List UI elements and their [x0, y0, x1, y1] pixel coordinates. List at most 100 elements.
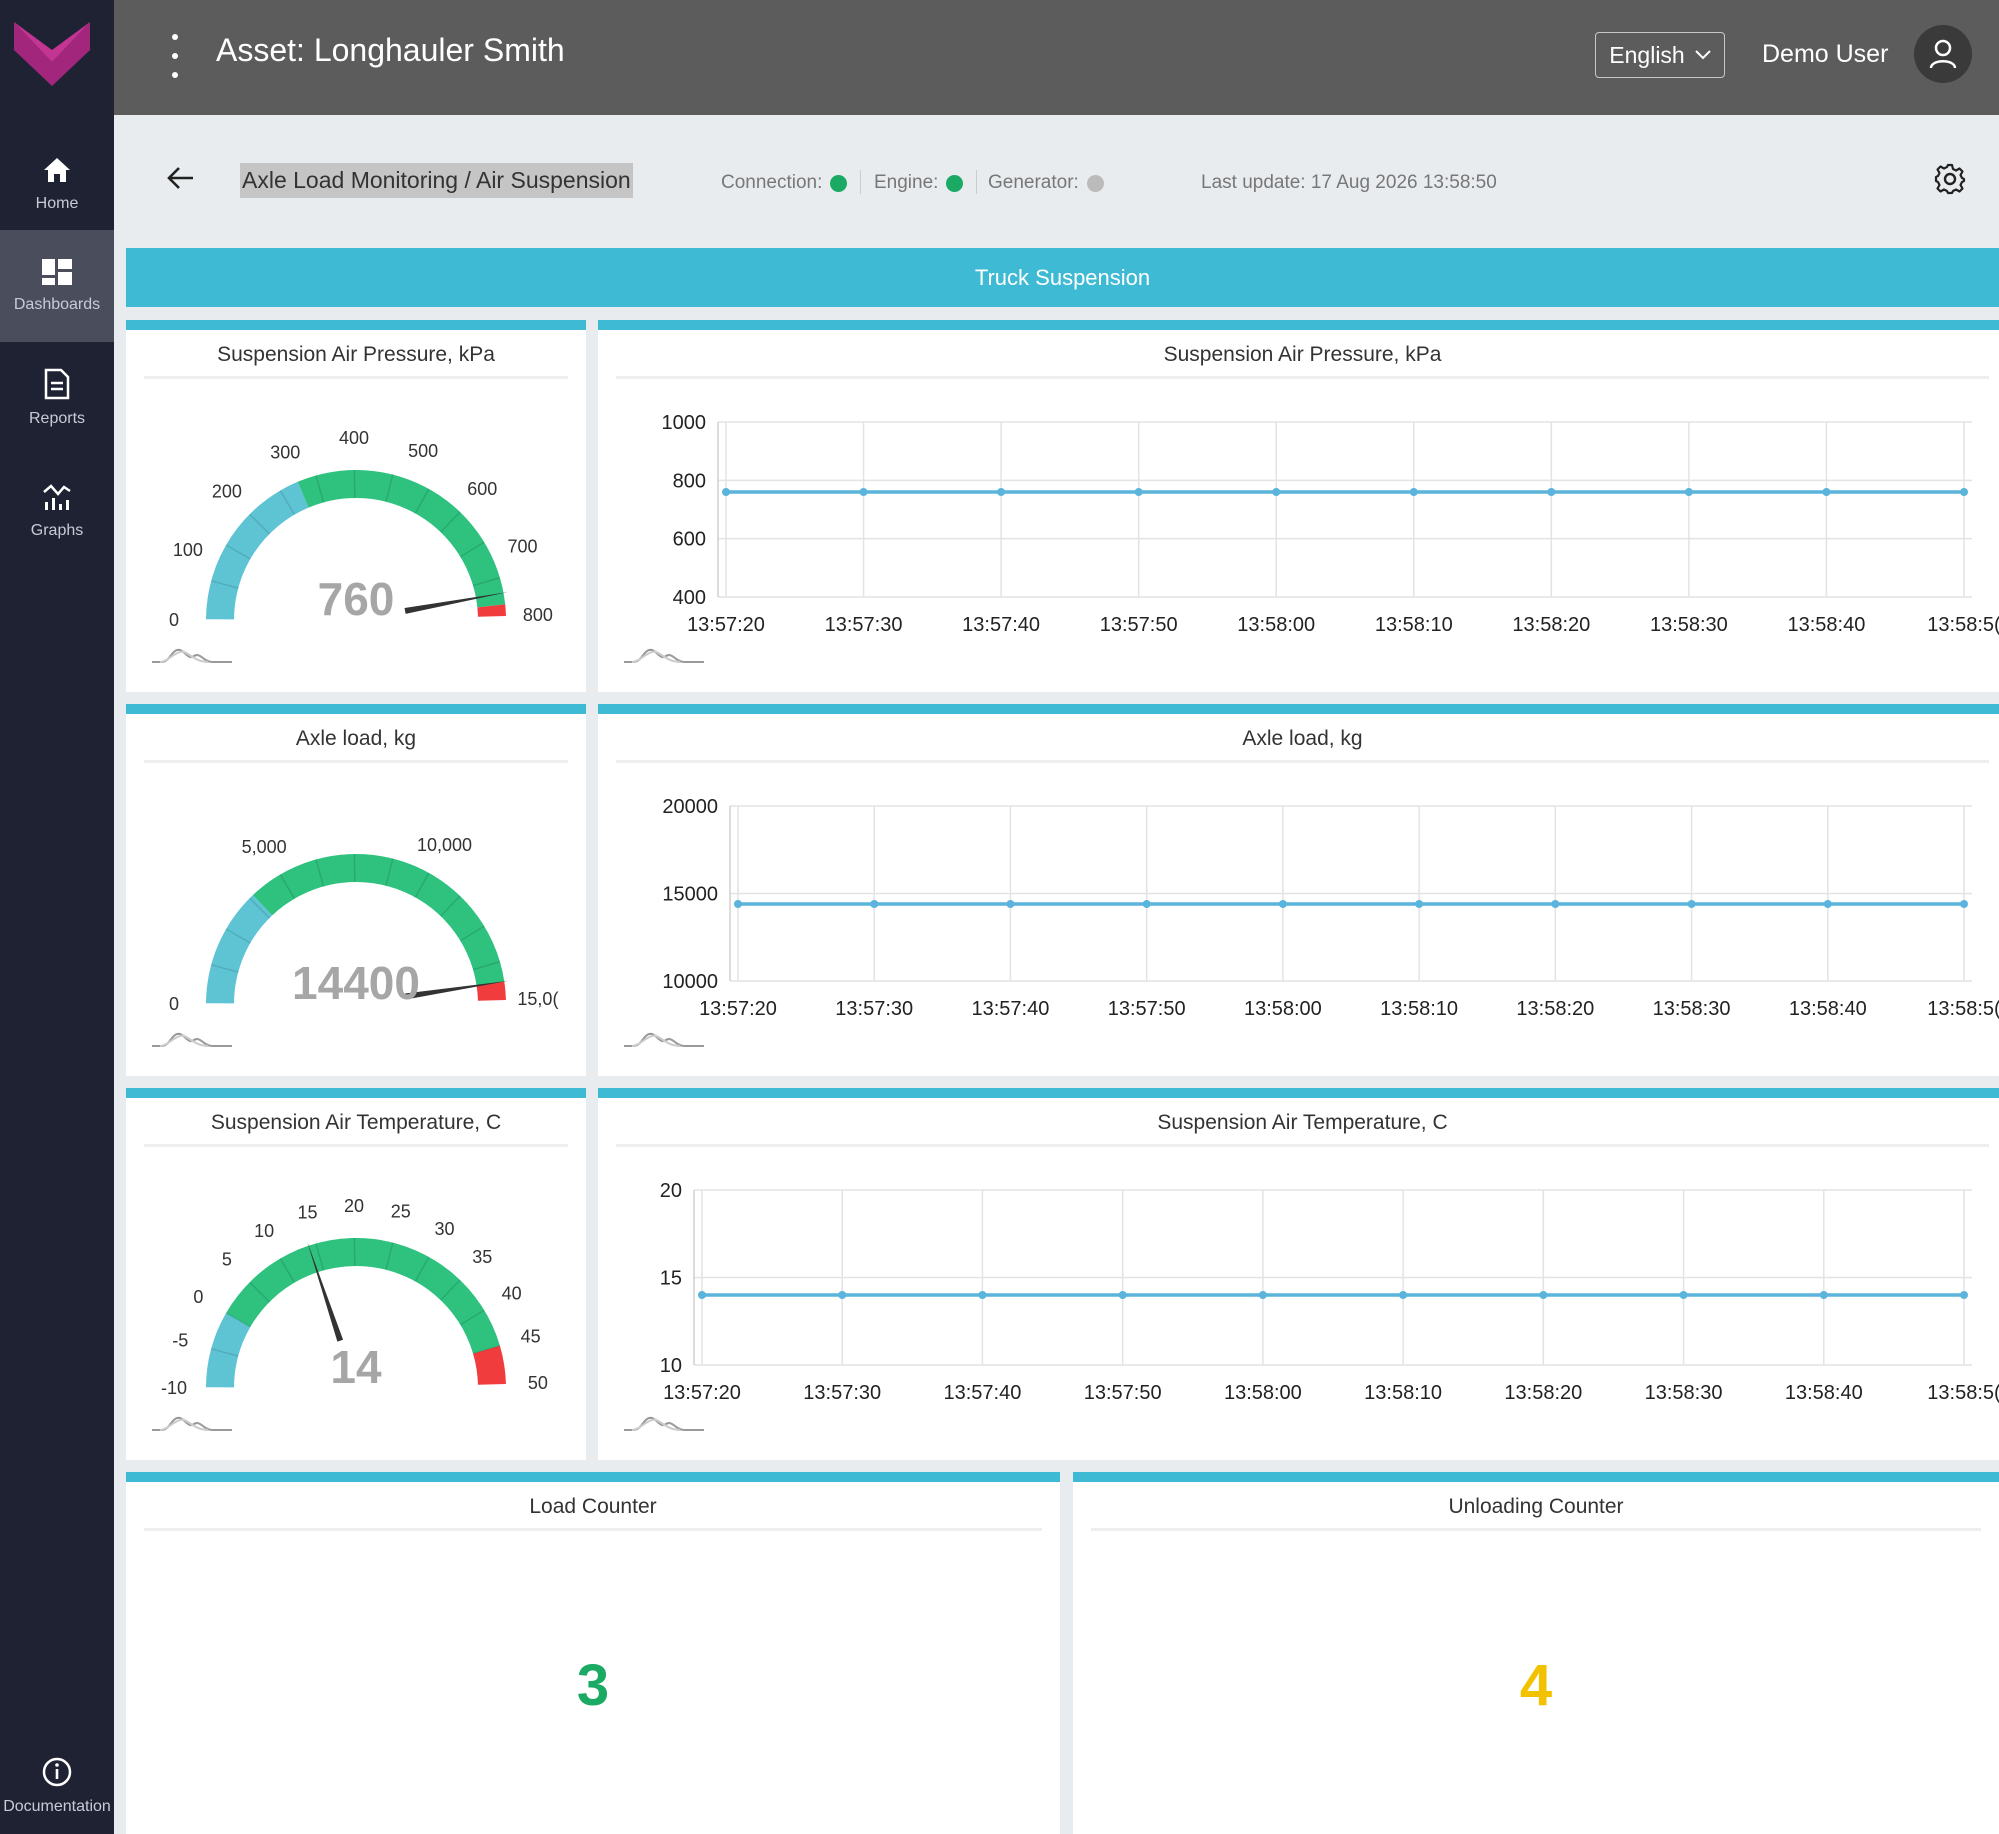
data-point[interactable] [698, 1291, 706, 1299]
data-point[interactable] [1134, 488, 1143, 496]
engine-status: Engine: [874, 172, 964, 194]
data-point[interactable] [997, 488, 1006, 496]
sidebar-item-reports[interactable]: Reports [0, 342, 114, 454]
gauge-tick-label: 500 [408, 441, 438, 461]
gauge-divider [279, 490, 296, 516]
gauge-divider [249, 513, 271, 535]
panel-title: Axle load, kg [144, 722, 568, 763]
data-point[interactable] [722, 488, 730, 496]
sidebar-item-label: Documentation [3, 1798, 111, 1815]
panel-title-text: Load Counter [529, 1495, 657, 1518]
data-point[interactable] [1547, 488, 1556, 496]
gauge-divider [315, 1243, 325, 1271]
gauge-panel: Suspension Air Temperature, C -10 -5 0 5 10 1… [126, 1088, 586, 1460]
data-point[interactable] [978, 1291, 987, 1299]
chart-type-icon[interactable] [624, 648, 704, 663]
sidebar: Home Dashboards Reports Graphs Documenta… [0, 0, 114, 1834]
x-tick-label: 13:58:30 [1653, 998, 1731, 1020]
language-select[interactable]: English [1595, 32, 1725, 78]
data-point[interactable] [734, 900, 742, 908]
gauge-needle [404, 591, 509, 614]
kebab-menu-icon[interactable] [171, 34, 179, 78]
x-tick-label: 13:58:40 [1788, 614, 1866, 636]
divider [976, 170, 977, 194]
sidebar-item-graphs[interactable]: Graphs [0, 455, 114, 567]
data-point[interactable] [1960, 900, 1968, 908]
gauge-band [206, 894, 273, 1004]
back-arrow-icon[interactable] [166, 163, 196, 193]
y-tick-label: 10000 [662, 971, 718, 993]
data-point[interactable] [1823, 900, 1832, 908]
gauge-divider [414, 872, 430, 898]
last-update-text: Last update: 17 Aug 2026 13:58:50 [1201, 172, 1497, 193]
home-icon [44, 158, 70, 182]
chart-type-icon[interactable] [152, 1416, 232, 1431]
y-tick-label: 400 [673, 587, 706, 609]
data-point[interactable] [1687, 900, 1696, 908]
gauge-panel: Axle load, kg 0 5,000 10,000 15,0(14400 [126, 704, 586, 1076]
sidebar-item-label: Graphs [30, 522, 84, 539]
gauge-divider [315, 859, 325, 887]
gauge-tick-label: 200 [212, 482, 242, 502]
user-icon [1929, 39, 1957, 69]
gauge-tick-label: 35 [472, 1247, 492, 1267]
panel-title-text: Axle load, kg [295, 727, 417, 750]
gauge-divider [440, 1279, 461, 1301]
breadcrumb[interactable]: Axle Load Monitoring / Air Suspension [240, 163, 633, 198]
data-point[interactable] [1142, 900, 1151, 908]
chart-type-icon[interactable] [624, 1416, 704, 1431]
y-tick-label: 10 [660, 1355, 682, 1377]
data-point[interactable] [870, 900, 879, 908]
gauge-divider [472, 1345, 501, 1355]
data-point[interactable] [1399, 1291, 1408, 1299]
data-point[interactable] [1118, 1291, 1127, 1299]
data-point[interactable] [1551, 900, 1560, 908]
temperature-gauge: -10 -5 05 10 15 20 25 30 35 40 45 50 14 [152, 1196, 548, 1431]
gauge-tick-label: 100 [173, 540, 203, 560]
data-point[interactable] [1819, 1291, 1828, 1299]
chart-type-icon[interactable] [152, 1032, 232, 1047]
data-point[interactable] [1415, 900, 1424, 908]
brand-logo[interactable] [0, 0, 114, 115]
chart-type-icon[interactable] [624, 1032, 704, 1047]
data-point[interactable] [1272, 488, 1281, 496]
counter-panel: Unloading Counter 4 [1073, 1472, 1999, 1834]
data-point[interactable] [1258, 1291, 1267, 1299]
gauge-band [477, 604, 506, 617]
x-tick-label: 13:57:50 [1108, 998, 1186, 1020]
data-point[interactable] [1960, 1291, 1968, 1299]
panel-title: Unloading Counter [1091, 1490, 1981, 1531]
gauge-tick-label: -5 [172, 1330, 188, 1350]
data-point[interactable] [1684, 488, 1693, 496]
data-point[interactable] [1006, 900, 1015, 908]
gauge-band [206, 1313, 251, 1388]
gauge-divider [385, 1242, 394, 1270]
x-tick-label: 13:58:00 [1224, 1382, 1302, 1404]
sidebar-item-label: Home [35, 195, 79, 212]
data-point[interactable] [838, 1291, 847, 1299]
gauge-band [476, 981, 506, 1001]
data-point[interactable] [1960, 488, 1968, 496]
panel-title-text: Axle load, kg [1242, 727, 1363, 750]
data-point[interactable] [1539, 1291, 1548, 1299]
gauge-divider [225, 928, 251, 944]
sidebar-item-documentation[interactable]: Documentation [0, 1738, 114, 1834]
gauge-tick-label: 5 [222, 1250, 232, 1270]
data-point[interactable] [1409, 488, 1418, 496]
avatar[interactable] [1914, 25, 1972, 83]
chart-type-icon[interactable] [152, 648, 232, 663]
sidebar-item-dashboards[interactable]: Dashboards [0, 230, 114, 342]
user-name[interactable]: Demo User [1762, 40, 1889, 68]
panel-title: Load Counter [144, 1490, 1042, 1531]
gauge-tick-label: 0 [169, 994, 179, 1014]
y-tick-label: 1000 [662, 412, 707, 434]
gauge-tick-label: 15 [297, 1203, 317, 1223]
gear-icon[interactable] [1934, 163, 1966, 195]
data-point[interactable] [1679, 1291, 1688, 1299]
data-point[interactable] [1278, 900, 1287, 908]
x-tick-label: 13:58:10 [1375, 614, 1453, 636]
sidebar-item-home[interactable]: Home [0, 128, 114, 240]
data-point[interactable] [859, 488, 868, 496]
data-point[interactable] [1822, 488, 1831, 496]
dashboard-header: Axle Load Monitoring / Air Suspension Co… [114, 115, 1999, 245]
